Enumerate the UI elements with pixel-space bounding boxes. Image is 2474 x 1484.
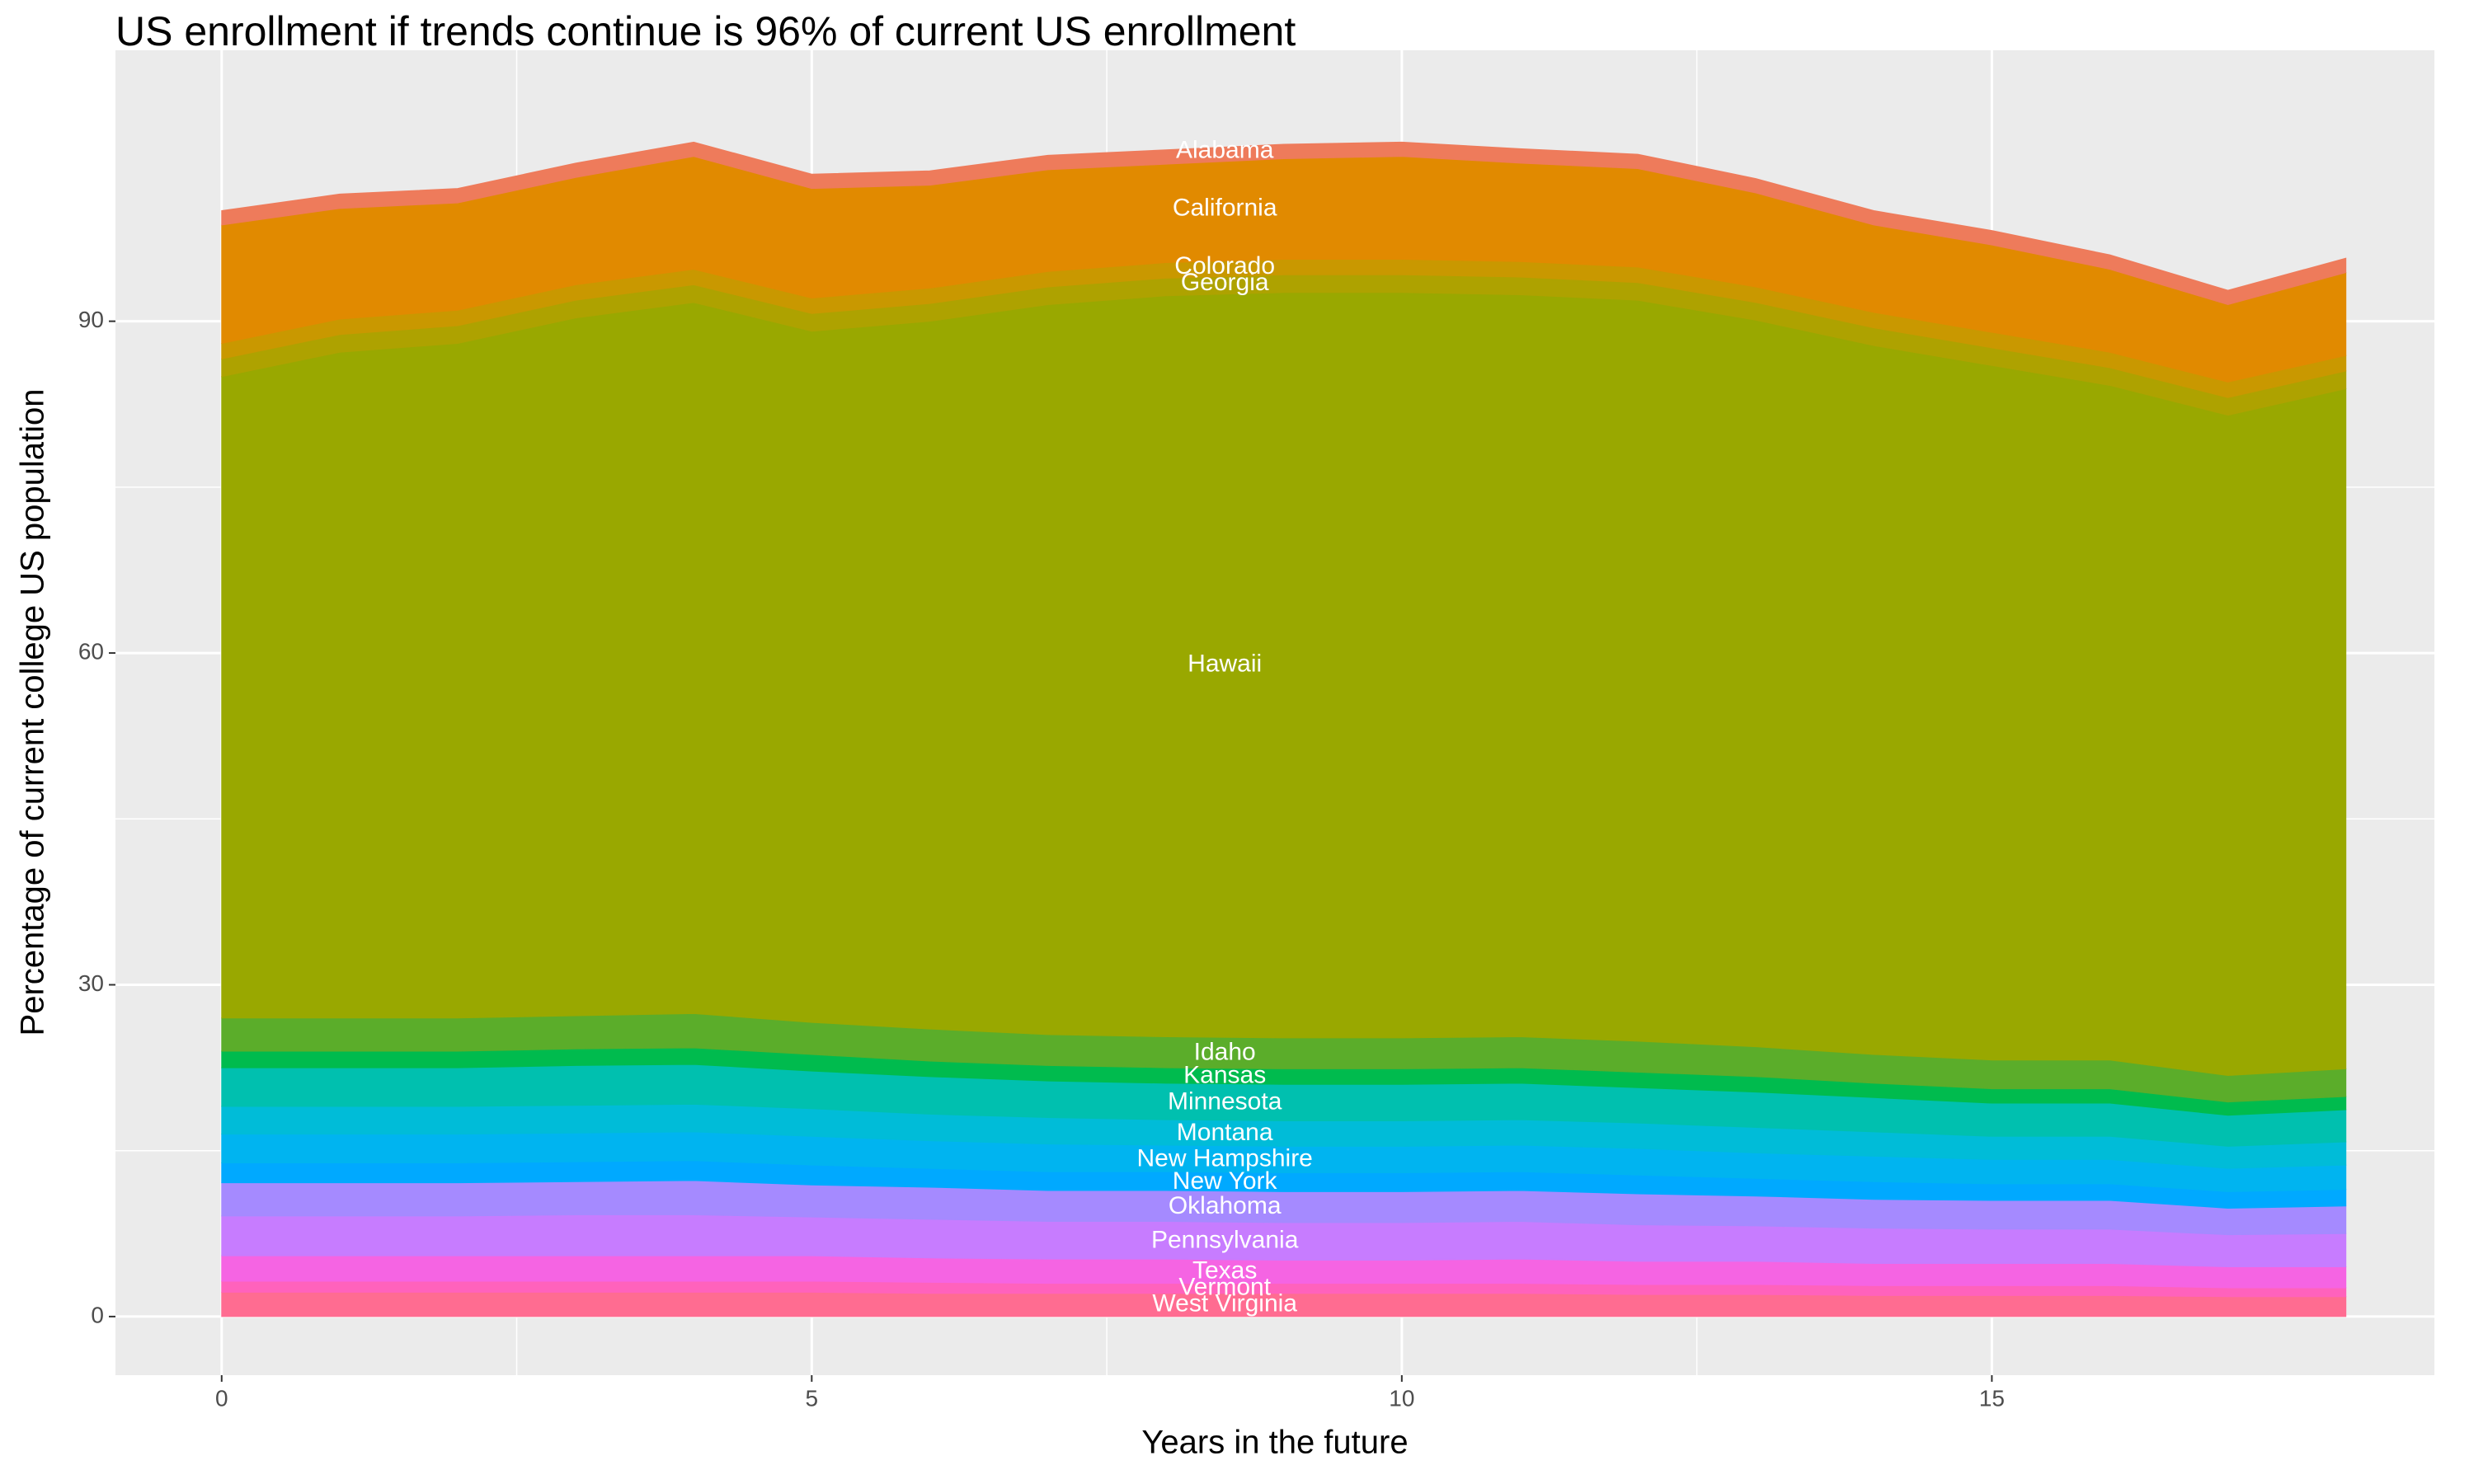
axes: 0 30 60 90 0 5 10 15 xyxy=(78,307,2005,1411)
series-label: Hawaii xyxy=(1188,650,1262,678)
area xyxy=(221,292,2347,1076)
series-label: New York xyxy=(1173,1167,1278,1195)
series-label: Montana xyxy=(1177,1119,1273,1146)
chart-title: US enrollment if trends continue is 96% … xyxy=(115,8,1296,54)
x-tick-label: 10 xyxy=(1389,1385,1414,1411)
x-tick-label: 5 xyxy=(806,1385,819,1411)
series-label: West Virginia xyxy=(1152,1290,1297,1317)
series-label: Vermont xyxy=(1178,1274,1271,1301)
y-tick-label: 0 xyxy=(91,1302,104,1327)
area xyxy=(221,141,2347,306)
areas xyxy=(221,141,2347,1317)
x-axis-title: Years in the future xyxy=(1141,1425,1408,1461)
series-label: Colorado xyxy=(1174,252,1275,279)
y-tick-label: 90 xyxy=(78,307,104,332)
x-tick-label: 0 xyxy=(215,1385,228,1411)
series-label: Minnesota xyxy=(1168,1087,1282,1115)
series-label: Idaho xyxy=(1194,1039,1256,1066)
series-label: Kansas xyxy=(1183,1062,1266,1089)
y-axis-title: Percentage of current college US populat… xyxy=(15,389,51,1036)
series-label: New Hampshire xyxy=(1136,1144,1312,1172)
y-tick-label: 30 xyxy=(78,970,104,996)
series-label: Pennsylvania xyxy=(1151,1227,1299,1254)
x-tick-label: 15 xyxy=(1979,1385,2005,1411)
y-tick-label: 60 xyxy=(78,638,104,664)
series-label: California xyxy=(1173,194,1277,221)
series-label: Oklahoma xyxy=(1169,1192,1282,1219)
series-label: Texas xyxy=(1192,1257,1257,1284)
series-label: Alabama xyxy=(1176,137,1274,164)
series-label: Georgia xyxy=(1181,269,1269,296)
